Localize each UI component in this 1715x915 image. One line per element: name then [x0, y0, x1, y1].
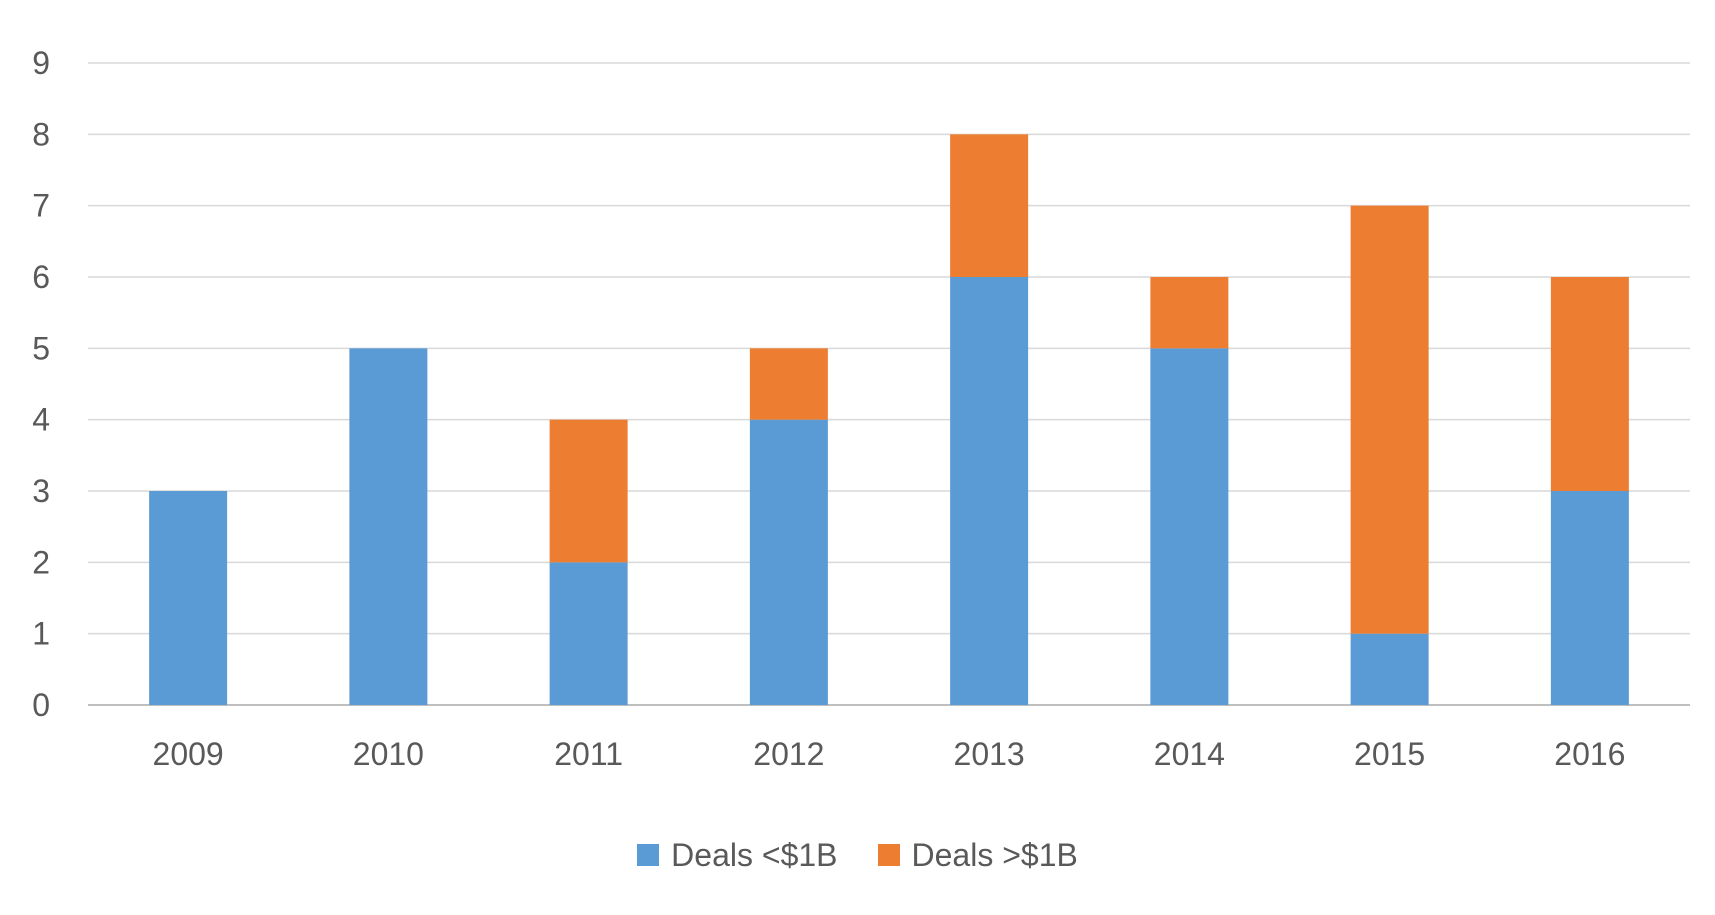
x-tick-label: 2009	[153, 736, 224, 772]
y-tick-label: 1	[32, 616, 50, 652]
y-tick-label: 0	[32, 687, 50, 723]
bar-small-deals-2010	[349, 348, 428, 705]
bar-small-deals-2009	[149, 491, 228, 705]
legend-swatch-small-deals	[637, 844, 660, 866]
bar-small-deals-2012	[749, 419, 828, 705]
bar-small-deals-2016	[1550, 491, 1629, 705]
legend-item-large-deals: Deals >$1B	[877, 836, 1078, 874]
legend-item-small-deals: Deals <$1B	[637, 836, 838, 874]
x-tick-label: 2014	[1154, 736, 1225, 772]
y-tick-label: 9	[32, 45, 50, 81]
gridlines	[88, 62, 1690, 706]
bar-large-deals-2011	[549, 419, 628, 563]
y-tick-label: 5	[32, 330, 50, 366]
x-tick-label: 2016	[1554, 736, 1625, 772]
y-tick-label: 6	[32, 259, 50, 295]
legend-label-small-deals: Deals <$1B	[671, 836, 838, 873]
bar-large-deals-2013	[950, 134, 1029, 277]
y-tick-label: 8	[32, 116, 50, 152]
y-tick-label: 3	[32, 473, 50, 509]
legend-label-large-deals: Deals >$1B	[911, 836, 1078, 873]
legend-swatch-large-deals	[877, 844, 900, 866]
bar-small-deals-2011	[549, 562, 628, 705]
bar-large-deals-2012	[749, 348, 828, 420]
x-tick-label: 2011	[554, 736, 623, 772]
x-tick-label: 2015	[1354, 736, 1425, 772]
bar-small-deals-2013	[950, 277, 1029, 705]
x-tick-label: 2010	[353, 736, 424, 772]
x-tick-label: 2012	[753, 736, 824, 772]
bar-small-deals-2014	[1150, 348, 1229, 705]
y-tick-label: 4	[32, 402, 50, 438]
legend: Deals <$1B Deals >$1B	[0, 830, 1715, 880]
bars	[149, 134, 1629, 705]
y-tick-label: 7	[32, 188, 50, 224]
x-tick-label: 2013	[954, 736, 1025, 772]
x-axis-ticks: 2009 2010 2011 2012 2013 2014 2015 2016	[153, 736, 1626, 772]
y-axis-ticks: 0 1 2 3 4 5 6 7 8 9	[32, 45, 50, 723]
bar-small-deals-2015	[1350, 633, 1429, 705]
bar-large-deals-2016	[1550, 277, 1629, 491]
y-tick-label: 2	[32, 544, 50, 580]
bar-large-deals-2015	[1350, 205, 1429, 634]
bar-large-deals-2014	[1150, 277, 1229, 349]
